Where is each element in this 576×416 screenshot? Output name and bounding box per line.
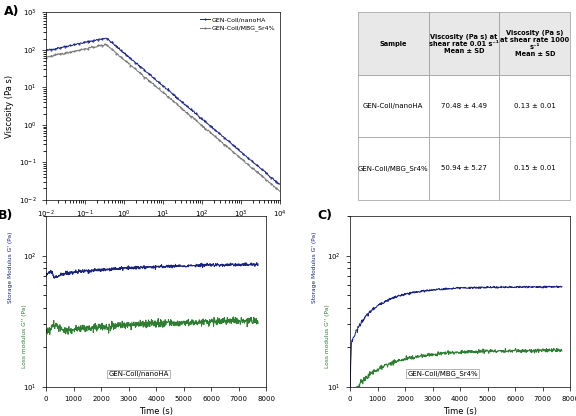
X-axis label: Time (s): Time (s) xyxy=(443,407,477,416)
GEN-Coll/nanoHA xyxy=(71,42,78,47)
GEN-Coll/nanoHA xyxy=(43,48,50,53)
Legend: GEN-Coll/nanoHA, GEN-Coll/MBG_Sr4%: GEN-Coll/nanoHA, GEN-Coll/MBG_Sr4% xyxy=(199,16,276,33)
GEN-Coll/MBG_Sr4% xyxy=(102,41,109,46)
Y-axis label: Viscosity (Pa s): Viscosity (Pa s) xyxy=(5,74,14,138)
GEN-Coll/MBG_Sr4% xyxy=(136,70,143,75)
GEN-Coll/MBG_Sr4% xyxy=(212,134,219,139)
Line: GEN-Coll/nanoHA: GEN-Coll/nanoHA xyxy=(46,37,281,185)
Text: Storage Modulus G' (Pa): Storage Modulus G' (Pa) xyxy=(8,232,13,303)
X-axis label: Time (s): Time (s) xyxy=(139,407,173,416)
Text: B): B) xyxy=(0,210,13,223)
Text: Loss modulus G'' (Pa): Loss modulus G'' (Pa) xyxy=(325,304,331,368)
GEN-Coll/MBG_Sr4% xyxy=(276,189,283,194)
GEN-Coll/nanoHA xyxy=(276,181,283,186)
Text: Loss modulus G'' (Pa): Loss modulus G'' (Pa) xyxy=(21,304,26,368)
GEN-Coll/nanoHA xyxy=(119,50,126,54)
GEN-Coll/nanoHA xyxy=(103,36,109,41)
GEN-Coll/MBG_Sr4% xyxy=(190,116,197,121)
Text: Storage Modulus G' (Pa): Storage Modulus G' (Pa) xyxy=(312,232,317,303)
GEN-Coll/nanoHA xyxy=(190,108,197,113)
GEN-Coll/nanoHA xyxy=(212,128,219,133)
GEN-Coll/nanoHA xyxy=(136,63,143,68)
GEN-Coll/MBG_Sr4% xyxy=(213,135,220,140)
GEN-Coll/nanoHA xyxy=(276,182,283,187)
Text: A): A) xyxy=(4,5,20,18)
Text: GEN-Coll/MBG_Sr4%: GEN-Coll/MBG_Sr4% xyxy=(407,370,478,376)
GEN-Coll/MBG_Sr4% xyxy=(71,49,78,54)
Line: GEN-Coll/MBG_Sr4%: GEN-Coll/MBG_Sr4% xyxy=(46,43,281,192)
Text: GEN-Coll/nanoHA: GEN-Coll/nanoHA xyxy=(108,371,169,376)
Text: C): C) xyxy=(317,210,332,223)
GEN-Coll/MBG_Sr4% xyxy=(119,57,126,62)
X-axis label: Shear rate (1/s): Shear rate (1/s) xyxy=(130,225,196,235)
GEN-Coll/MBG_Sr4% xyxy=(43,55,50,60)
GEN-Coll/nanoHA xyxy=(213,129,220,134)
